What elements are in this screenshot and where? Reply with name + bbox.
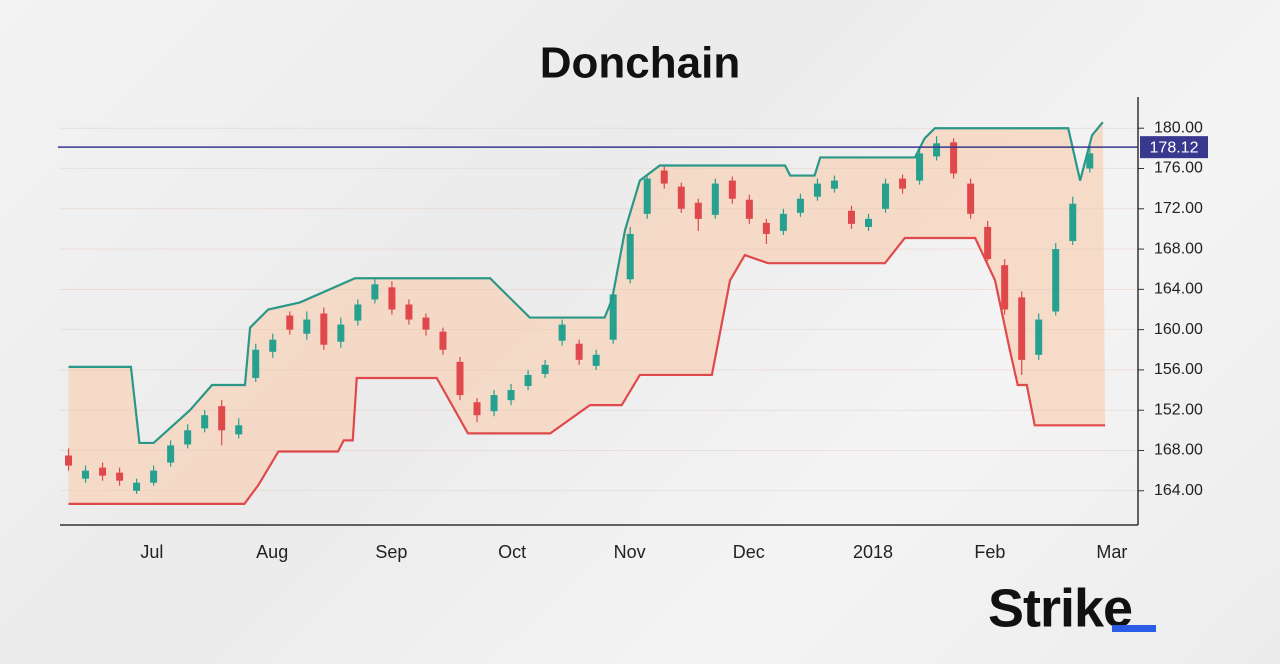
candle-body (388, 287, 396, 310)
candle-body (1001, 265, 1009, 310)
x-tick-label: Aug (256, 542, 288, 562)
y-tick-label: 176.00 (1154, 160, 1203, 177)
candle-body (354, 304, 362, 321)
candle-body (269, 339, 277, 352)
candle-body (65, 455, 73, 466)
candle-body (711, 183, 719, 215)
candle-body (82, 470, 90, 479)
x-tick-label: Feb (974, 542, 1005, 562)
candle-body (1018, 297, 1026, 360)
candle-body (779, 213, 787, 231)
candle-body (865, 218, 872, 227)
candle-body (371, 284, 379, 300)
candle-body (456, 361, 464, 396)
candle-body (592, 354, 600, 366)
x-tick-label: 2018 (853, 542, 893, 562)
candle-body (405, 304, 413, 320)
y-tick-label: 156.00 (1154, 361, 1203, 378)
candle-body (830, 180, 838, 189)
candle-body (575, 343, 583, 360)
x-tick-label: Dec (733, 542, 765, 562)
candle-body (439, 331, 447, 350)
candle-body (116, 472, 124, 481)
candle-body (847, 210, 855, 224)
y-tick-label: 172.00 (1154, 200, 1203, 217)
lower-channel (68, 236, 1106, 505)
candle-body (286, 315, 294, 330)
candle-body (916, 153, 924, 181)
candle-body (813, 183, 821, 197)
candle-body (235, 425, 243, 435)
candle-body (218, 406, 226, 431)
candle-body (660, 170, 668, 184)
y-tick-label: 168.00 (1154, 442, 1203, 459)
candle-body (950, 142, 958, 174)
candle-body (643, 178, 651, 214)
candle-body (745, 199, 753, 219)
candle-body (337, 324, 345, 342)
candle-body (303, 319, 311, 334)
x-tick-label: Nov (614, 542, 646, 562)
upper-channel (68, 121, 1104, 445)
candle-body (933, 143, 941, 157)
candle-body (422, 317, 430, 330)
y-tick-label: 152.00 (1154, 401, 1203, 418)
candle-body (609, 294, 617, 340)
candle-body (882, 183, 890, 209)
y-tick-label: 180.00 (1154, 119, 1203, 136)
logo-accent (1112, 625, 1156, 632)
x-tick-label: Sep (375, 542, 407, 562)
candle-body (524, 374, 532, 387)
candle-body (252, 349, 260, 378)
candle-body (1052, 249, 1060, 312)
candle-body (762, 222, 770, 234)
chart-title: Donchain (540, 39, 740, 88)
candle-body (133, 482, 141, 491)
channel-fill (68, 122, 1106, 504)
candle-body (473, 402, 481, 416)
candle-body (167, 445, 175, 463)
x-tick-label: Jul (140, 542, 163, 562)
y-tick-label: 168.00 (1154, 240, 1203, 257)
candle-body (490, 395, 498, 412)
candle-body (1069, 203, 1077, 242)
y-tick-label: 164.00 (1154, 482, 1203, 499)
candle-body (626, 233, 634, 280)
candle-body (1086, 153, 1094, 169)
x-tick-label: Oct (498, 542, 526, 562)
candle-body (967, 183, 975, 214)
candle-body (677, 186, 685, 209)
candle-body (201, 415, 209, 429)
candle-body (507, 390, 515, 401)
candle-body (99, 467, 107, 476)
candle-body (796, 198, 804, 213)
candle-body (728, 180, 736, 199)
brand-logo: Strike (988, 578, 1132, 638)
candle-body (984, 226, 992, 260)
candle-body (558, 324, 566, 341)
candle-body (1035, 319, 1043, 355)
price-label-bg (1140, 136, 1208, 159)
candle-body (541, 364, 549, 374)
price-label: 178.12 (1150, 139, 1199, 156)
candle-body (150, 470, 158, 483)
x-tick-label: Mar (1096, 542, 1127, 562)
candle-body (899, 178, 907, 189)
candle-body (320, 313, 328, 345)
candle-body (694, 202, 702, 219)
y-tick-label: 160.00 (1154, 321, 1203, 338)
y-tick-label: 164.00 (1154, 281, 1203, 298)
candle-body (184, 430, 192, 445)
